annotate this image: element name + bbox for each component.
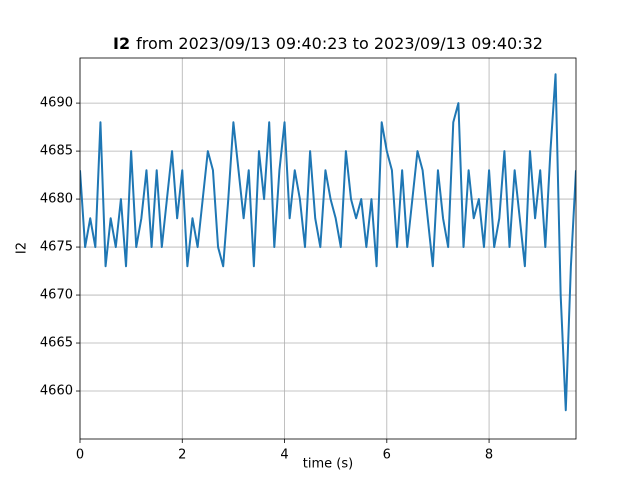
plot-frame [79, 57, 577, 440]
y-axis-label: I2 [15, 242, 30, 254]
y-tick-label: 4675 [40, 240, 73, 255]
chart-title: I2 from 2023/09/13 09:40:23 to 2023/09/13… [113, 34, 543, 53]
y-tick-label: 4660 [40, 384, 73, 399]
y-tick-label: 4680 [40, 192, 73, 207]
y-tick-label: 4665 [40, 336, 73, 351]
x-tick-label: 8 [485, 448, 493, 463]
x-tick-label: 4 [280, 448, 288, 463]
x-axis-label: time (s) [303, 457, 353, 472]
data-line [80, 73, 576, 412]
x-tick-label: 6 [383, 448, 391, 463]
y-tick-label: 4685 [40, 144, 73, 159]
y-tick-label: 4690 [40, 96, 73, 111]
x-tick-label: 2 [178, 448, 186, 463]
y-tick-label: 4670 [40, 288, 73, 303]
title-text: from 2023/09/13 09:40:23 to 2023/09/13 0… [136, 34, 543, 53]
x-tick-label: 0 [76, 448, 84, 463]
title-bold: I2 [113, 34, 130, 53]
